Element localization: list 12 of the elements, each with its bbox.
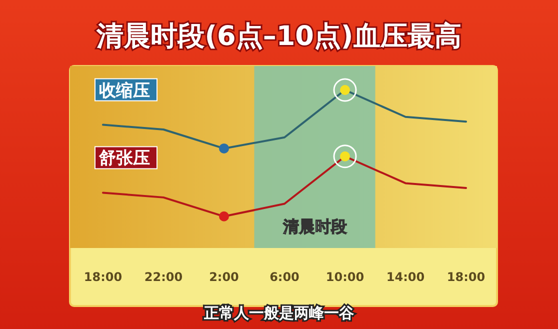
x-tick-label: 22:00 <box>144 270 183 284</box>
series-label: 舒张压 <box>98 148 150 169</box>
x-tick-label: 10:00 <box>326 270 364 284</box>
x-tick-label: 18:00 <box>446 270 486 284</box>
x-tick-label: 18:00 <box>84 270 122 284</box>
band-label: 清晨时段 <box>282 217 347 236</box>
series-label: 收缩压 <box>99 80 150 101</box>
x-tick-label: 6:00 <box>270 270 300 284</box>
x-tick-label: 2:00 <box>209 270 239 284</box>
text: 正常人一般是两峰一谷 <box>203 304 355 322</box>
x-tick-label: 14:00 <box>386 270 425 284</box>
chart-title: 清晨时段(6点–10点)血压最高 <box>96 21 462 52</box>
